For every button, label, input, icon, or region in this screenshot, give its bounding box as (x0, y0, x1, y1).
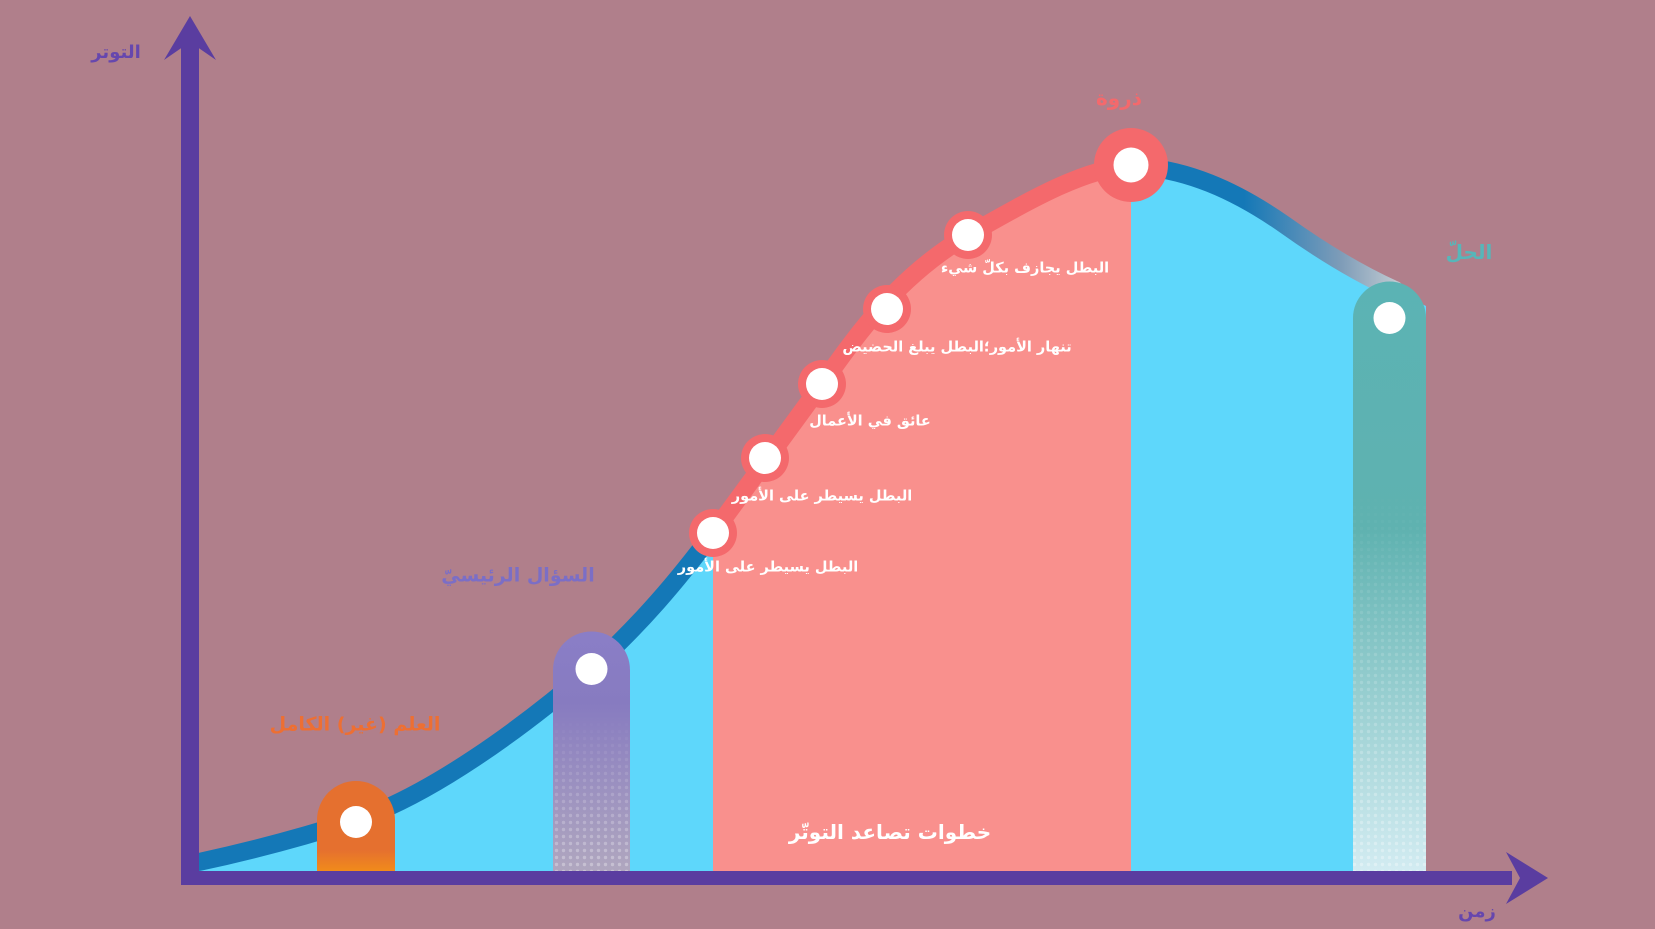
climax-label: ذروة (1095, 86, 1143, 110)
y-axis-label: التوتر (91, 42, 141, 64)
dramatic-question-label: السؤال الرئيسيّ (441, 564, 595, 587)
rising-step-label: البطل يسيطر على الأمور (677, 559, 859, 576)
base-curve (190, 524, 722, 871)
rising-action-area (713, 166, 1131, 872)
step-dot (741, 434, 789, 482)
marker-dot (575, 653, 608, 685)
x-axis-label: زمن (1458, 901, 1496, 923)
incomplete-knowledge-marker (317, 781, 395, 872)
step-dot (798, 360, 846, 408)
resolution-label: الحلّ (1445, 240, 1493, 264)
rising-step-label: البطل يجازف بكلّ شيء (940, 260, 1110, 277)
x-axis-line (181, 871, 1512, 885)
dramatic-question-marker (553, 631, 630, 872)
marker-dot (1113, 147, 1149, 183)
falling-curve (1122, 157, 1404, 299)
axes (164, 16, 1548, 904)
incomplete-knowledge-label: العلم (غير) الكامل (269, 713, 441, 736)
y-axis-line (181, 40, 199, 885)
marker-dot (340, 806, 372, 838)
resolution-marker (1353, 281, 1426, 872)
climax-marker (1094, 128, 1168, 202)
rising-step-label: تنهار الأمور؛البطل يبلغ الحضيض (842, 339, 1072, 356)
rising-steps-title: خطوات تصاعد التوتّر (788, 820, 992, 844)
step-dot (689, 509, 737, 557)
step-dot (944, 211, 992, 259)
marker-dot (1373, 302, 1406, 334)
y-axis-arrow-icon (164, 16, 216, 60)
rising-step-label: عائق في الأعمال (809, 413, 931, 430)
rising-step-label: البطل يسيطر على الأمور (731, 488, 913, 505)
rising-step-dots (689, 211, 992, 557)
x-axis-arrow-icon (1506, 852, 1548, 904)
step-dot (863, 285, 911, 333)
